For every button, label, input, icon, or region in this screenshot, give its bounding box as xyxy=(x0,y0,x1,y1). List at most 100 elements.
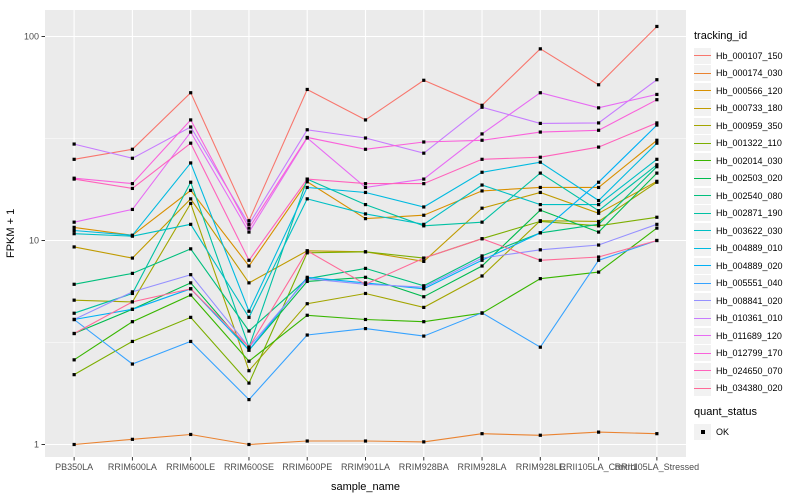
data-point xyxy=(305,87,309,92)
legend-entry-label: Hb_000174_030 xyxy=(716,68,783,79)
data-point xyxy=(247,329,251,333)
data-point xyxy=(655,226,659,230)
legend-key-line-icon xyxy=(694,100,711,117)
y-axis-title: FPKM + 1 xyxy=(5,208,17,259)
data-point xyxy=(247,397,251,402)
data-point xyxy=(538,121,542,125)
data-point xyxy=(247,381,251,385)
data-point xyxy=(655,215,659,219)
data-point xyxy=(72,282,76,286)
data-point xyxy=(596,219,601,224)
legend-entry-Hb_000174_030: Hb_000174_030 xyxy=(694,65,800,83)
data-point xyxy=(596,211,601,215)
data-point xyxy=(130,156,135,160)
data-point xyxy=(538,185,542,190)
data-point xyxy=(247,309,251,313)
data-point xyxy=(422,205,426,209)
legend-entry-label: Hb_002014_030 xyxy=(716,155,783,166)
x-tick-label: RRII105LA_Control xyxy=(560,462,638,472)
data-point xyxy=(480,157,484,161)
legend-entry-label: Hb_012799_170 xyxy=(716,348,783,359)
data-point xyxy=(422,320,426,324)
data-point xyxy=(130,271,135,275)
data-point xyxy=(363,266,368,270)
data-point xyxy=(189,201,193,206)
legend-entry-Hb_002540_080: Hb_002540_080 xyxy=(694,187,800,205)
legend-entry-Hb_024650_070: Hb_024650_070 xyxy=(694,362,800,380)
data-point xyxy=(305,128,309,132)
legend-entry-Hb_034380_020: Hb_034380_020 xyxy=(694,380,800,398)
x-tick-label: RRIM600PE xyxy=(282,462,332,472)
data-point xyxy=(422,285,426,289)
data-point xyxy=(247,226,251,230)
data-point xyxy=(480,103,484,107)
data-point xyxy=(538,190,542,195)
legend-key-line-icon xyxy=(694,187,711,204)
data-point xyxy=(363,147,368,151)
legend-title-tracking-id: tracking_id xyxy=(694,30,748,42)
data-point xyxy=(538,248,542,252)
data-point xyxy=(130,207,135,212)
data-point xyxy=(72,298,76,302)
data-point xyxy=(363,118,368,122)
data-point xyxy=(596,258,601,262)
data-point xyxy=(422,222,426,226)
legend-title-quant-status: quant_status xyxy=(694,406,757,418)
x-tick-label: RRIM901LA xyxy=(341,462,390,472)
data-point xyxy=(189,180,193,184)
data-point xyxy=(596,430,601,434)
data-point xyxy=(305,277,309,281)
legend-key-line-icon xyxy=(694,275,711,292)
data-point xyxy=(72,142,76,146)
data-point xyxy=(189,141,193,145)
data-point xyxy=(305,251,309,255)
legend-entry-label: Hb_008841_020 xyxy=(716,295,783,306)
data-point xyxy=(422,182,426,186)
y-tick-label: 10 xyxy=(29,236,39,246)
data-point xyxy=(596,270,601,274)
legend-key-line-icon xyxy=(694,170,711,187)
legend-entry-label: Hb_002503_020 xyxy=(716,173,783,184)
data-point xyxy=(480,183,484,187)
data-point xyxy=(422,295,426,299)
data-point xyxy=(305,180,309,184)
data-point xyxy=(480,254,484,258)
data-point xyxy=(363,275,368,279)
data-point xyxy=(596,185,601,190)
legend-entry-label: Hb_002871_190 xyxy=(716,208,783,219)
data-point xyxy=(538,155,542,159)
data-point xyxy=(655,157,659,161)
legend-entry-Hb_005551_040: Hb_005551_040 xyxy=(694,275,800,293)
legend-entry-label: Hb_024650_070 xyxy=(716,365,783,376)
data-point xyxy=(363,202,368,207)
data-point xyxy=(363,212,368,216)
x-tick-label: RRII105LA_Stressed xyxy=(615,462,700,472)
data-point xyxy=(189,188,193,193)
legend-entry-Hb_002014_030: Hb_002014_030 xyxy=(694,152,800,170)
data-point xyxy=(538,208,542,212)
data-point xyxy=(363,291,368,296)
x-tick-label: RRIM600SE xyxy=(224,462,274,472)
data-point xyxy=(305,197,309,201)
data-point xyxy=(422,440,426,444)
data-point xyxy=(480,105,484,109)
legend-entry-label: Hb_004889_010 xyxy=(716,243,783,254)
data-point xyxy=(247,281,251,285)
data-point xyxy=(247,348,251,352)
data-point xyxy=(189,247,193,251)
legend-entry-ok: OK xyxy=(694,423,800,441)
data-point xyxy=(480,206,484,210)
data-point xyxy=(305,333,309,337)
legend-entry-Hb_004889_020: Hb_004889_020 xyxy=(694,257,800,275)
data-point xyxy=(655,163,659,167)
data-point xyxy=(422,305,426,309)
data-point xyxy=(655,180,659,184)
legend-entry-Hb_012799_170: Hb_012799_170 xyxy=(694,345,800,363)
data-point xyxy=(130,320,135,324)
data-point xyxy=(130,290,135,294)
x-tick-label: RRIM600LA xyxy=(108,462,157,472)
data-point xyxy=(422,140,426,144)
x-tick-label: RRIM928BA xyxy=(399,462,449,472)
data-point xyxy=(72,177,76,181)
